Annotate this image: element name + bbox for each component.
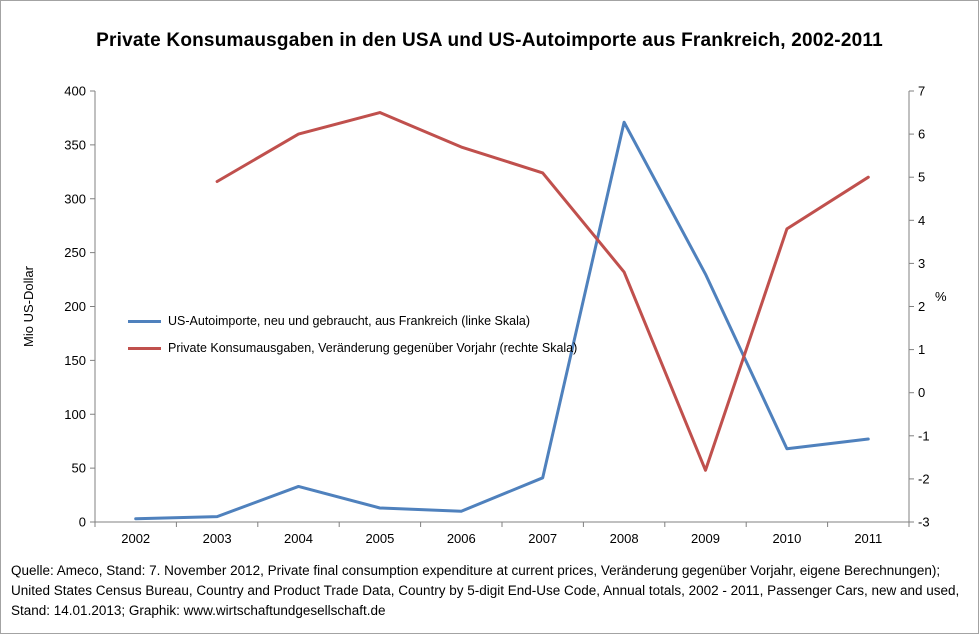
x-axis-tick-label: 2002 bbox=[121, 531, 150, 546]
left-axis-tick-label: 400 bbox=[64, 84, 86, 99]
right-axis-tick-label: 2 bbox=[918, 299, 925, 314]
x-axis-tick-label: 2005 bbox=[365, 531, 394, 546]
left-axis-tick-label: 250 bbox=[64, 245, 86, 260]
left-axis-tick-label: 100 bbox=[64, 407, 86, 422]
x-axis-tick-label: 2007 bbox=[528, 531, 557, 546]
right-axis-tick-label: -2 bbox=[918, 471, 930, 486]
x-axis-tick-label: 2009 bbox=[691, 531, 720, 546]
series-line-0 bbox=[134, 120, 870, 521]
left-axis-tick-label: 200 bbox=[64, 299, 86, 314]
left-axis-title: Mio US-Dollar bbox=[21, 265, 36, 347]
right-axis-tick-label: -3 bbox=[918, 515, 930, 530]
right-axis-tick-label: 0 bbox=[918, 385, 925, 400]
x-axis-tick-label: 2011 bbox=[854, 531, 882, 546]
x-axis-tick-label: 2010 bbox=[772, 531, 801, 546]
left-axis-tick-label: 0 bbox=[79, 515, 86, 530]
left-axis-tick-label: 50 bbox=[72, 461, 86, 476]
x-axis-tick-label: 2006 bbox=[447, 531, 476, 546]
left-axis-tick-label: 300 bbox=[64, 191, 86, 206]
right-axis-tick-label: 1 bbox=[918, 342, 925, 357]
chart-title: Private Konsumausgaben in den USA und US… bbox=[96, 30, 883, 51]
legend-line-swatch-red bbox=[128, 346, 161, 350]
x-axis-tick-label: 2003 bbox=[203, 531, 232, 546]
x-axis-tick-label: 2008 bbox=[610, 531, 639, 546]
legend-label-konsumausgaben: Private Konsumausgaben, Veränderung gege… bbox=[168, 341, 578, 355]
source-note: Quelle: Ameco, Stand: 7. November 2012, … bbox=[11, 563, 960, 618]
right-axis-tick-label: 3 bbox=[918, 256, 925, 271]
chart-legend: US-Autoimporte, neu und gebraucht, aus F… bbox=[128, 311, 577, 365]
left-axis-tick-label: 150 bbox=[64, 353, 86, 368]
right-axis-tick-label: 4 bbox=[918, 213, 925, 228]
right-axis-tick-label: 7 bbox=[918, 84, 925, 99]
legend-item-konsumausgaben: Private Konsumausgaben, Veränderung gege… bbox=[128, 338, 577, 358]
series-line-1 bbox=[215, 111, 870, 472]
right-axis-tick-label: 6 bbox=[918, 127, 925, 142]
right-axis-tick-label: 5 bbox=[918, 170, 925, 185]
right-axis-title: % bbox=[935, 289, 947, 304]
legend-line-swatch-blue bbox=[128, 319, 161, 323]
legend-item-autoimporte: US-Autoimporte, neu und gebraucht, aus F… bbox=[128, 311, 577, 331]
left-axis-tick-label: 350 bbox=[64, 137, 86, 152]
right-axis-tick-label: -1 bbox=[918, 428, 930, 443]
x-axis-tick-label: 2004 bbox=[284, 531, 313, 546]
legend-label-autoimporte: US-Autoimporte, neu und gebraucht, aus F… bbox=[168, 314, 530, 328]
